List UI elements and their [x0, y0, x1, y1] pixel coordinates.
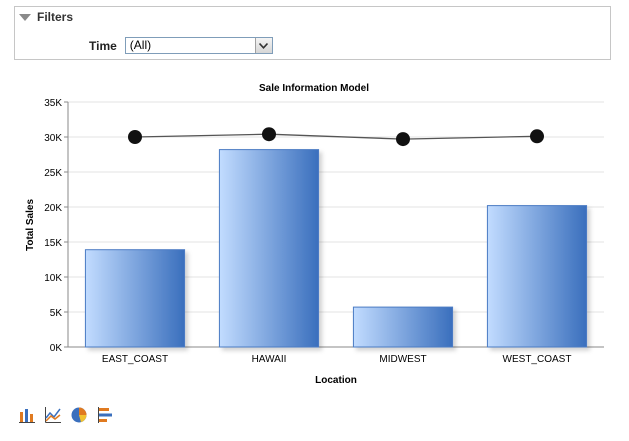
y-tick-label: 15K	[44, 238, 62, 249]
time-select-value: (All)	[129, 38, 152, 52]
bar[interactable]	[218, 149, 320, 348]
series-line	[134, 133, 538, 140]
y-axis-ticks: 0K 5K 10K 15K 20K 25K 30K 35K	[44, 98, 68, 354]
line-chart-icon[interactable]	[44, 406, 62, 424]
filters-title: Filters	[37, 10, 74, 24]
line-marker[interactable]	[396, 132, 410, 147]
chart-view-switcher	[18, 406, 114, 424]
y-axis-label: Total Sales	[25, 199, 36, 251]
bar-series	[84, 149, 588, 348]
x-axis-ticks: EAST_COAST HAWAII MIDWEST WEST_COAST	[102, 354, 572, 365]
line-marker[interactable]	[128, 130, 142, 144]
y-tick-label: 25K	[44, 168, 62, 179]
y-tick-label: 20K	[44, 203, 62, 214]
x-tick-label: MIDWEST	[379, 354, 426, 365]
line-series	[128, 127, 544, 147]
line-marker[interactable]	[530, 129, 544, 144]
bar[interactable]	[486, 205, 588, 348]
x-tick-label: WEST_COAST	[503, 354, 572, 365]
time-select[interactable]: (All)	[124, 37, 273, 54]
dropdown-button[interactable]	[254, 38, 272, 53]
x-tick-label: HAWAII	[252, 354, 287, 365]
y-tick-label: 0K	[50, 343, 63, 354]
x-tick-label: EAST_COAST	[102, 354, 168, 365]
pie-chart-icon[interactable]	[70, 406, 88, 424]
time-label: Time	[89, 38, 117, 53]
bar[interactable]	[352, 306, 454, 348]
y-tick-label: 35K	[44, 98, 62, 109]
y-tick-label: 30K	[44, 133, 62, 144]
sales-chart: Sale Information Model 0K 5K 10K 15K 20K 25K 3…	[25, 83, 604, 386]
bar[interactable]	[84, 249, 186, 348]
filters-panel: Filters Time (All)	[14, 6, 611, 60]
y-tick-label: 10K	[44, 273, 62, 284]
x-axis-label: Location	[315, 375, 357, 386]
filters-toggle[interactable]: Filters	[19, 10, 73, 24]
collapse-triangle-icon[interactable]	[19, 13, 31, 21]
chevron-down-icon	[259, 42, 269, 49]
line-marker[interactable]	[262, 127, 276, 142]
horizontal-bar-icon[interactable]	[96, 406, 114, 424]
chart-title: Sale Information Model	[259, 83, 369, 94]
y-tick-label: 5K	[50, 308, 63, 319]
bar-chart-icon[interactable]	[18, 406, 36, 424]
time-filter-row: Time (All)	[89, 37, 273, 54]
